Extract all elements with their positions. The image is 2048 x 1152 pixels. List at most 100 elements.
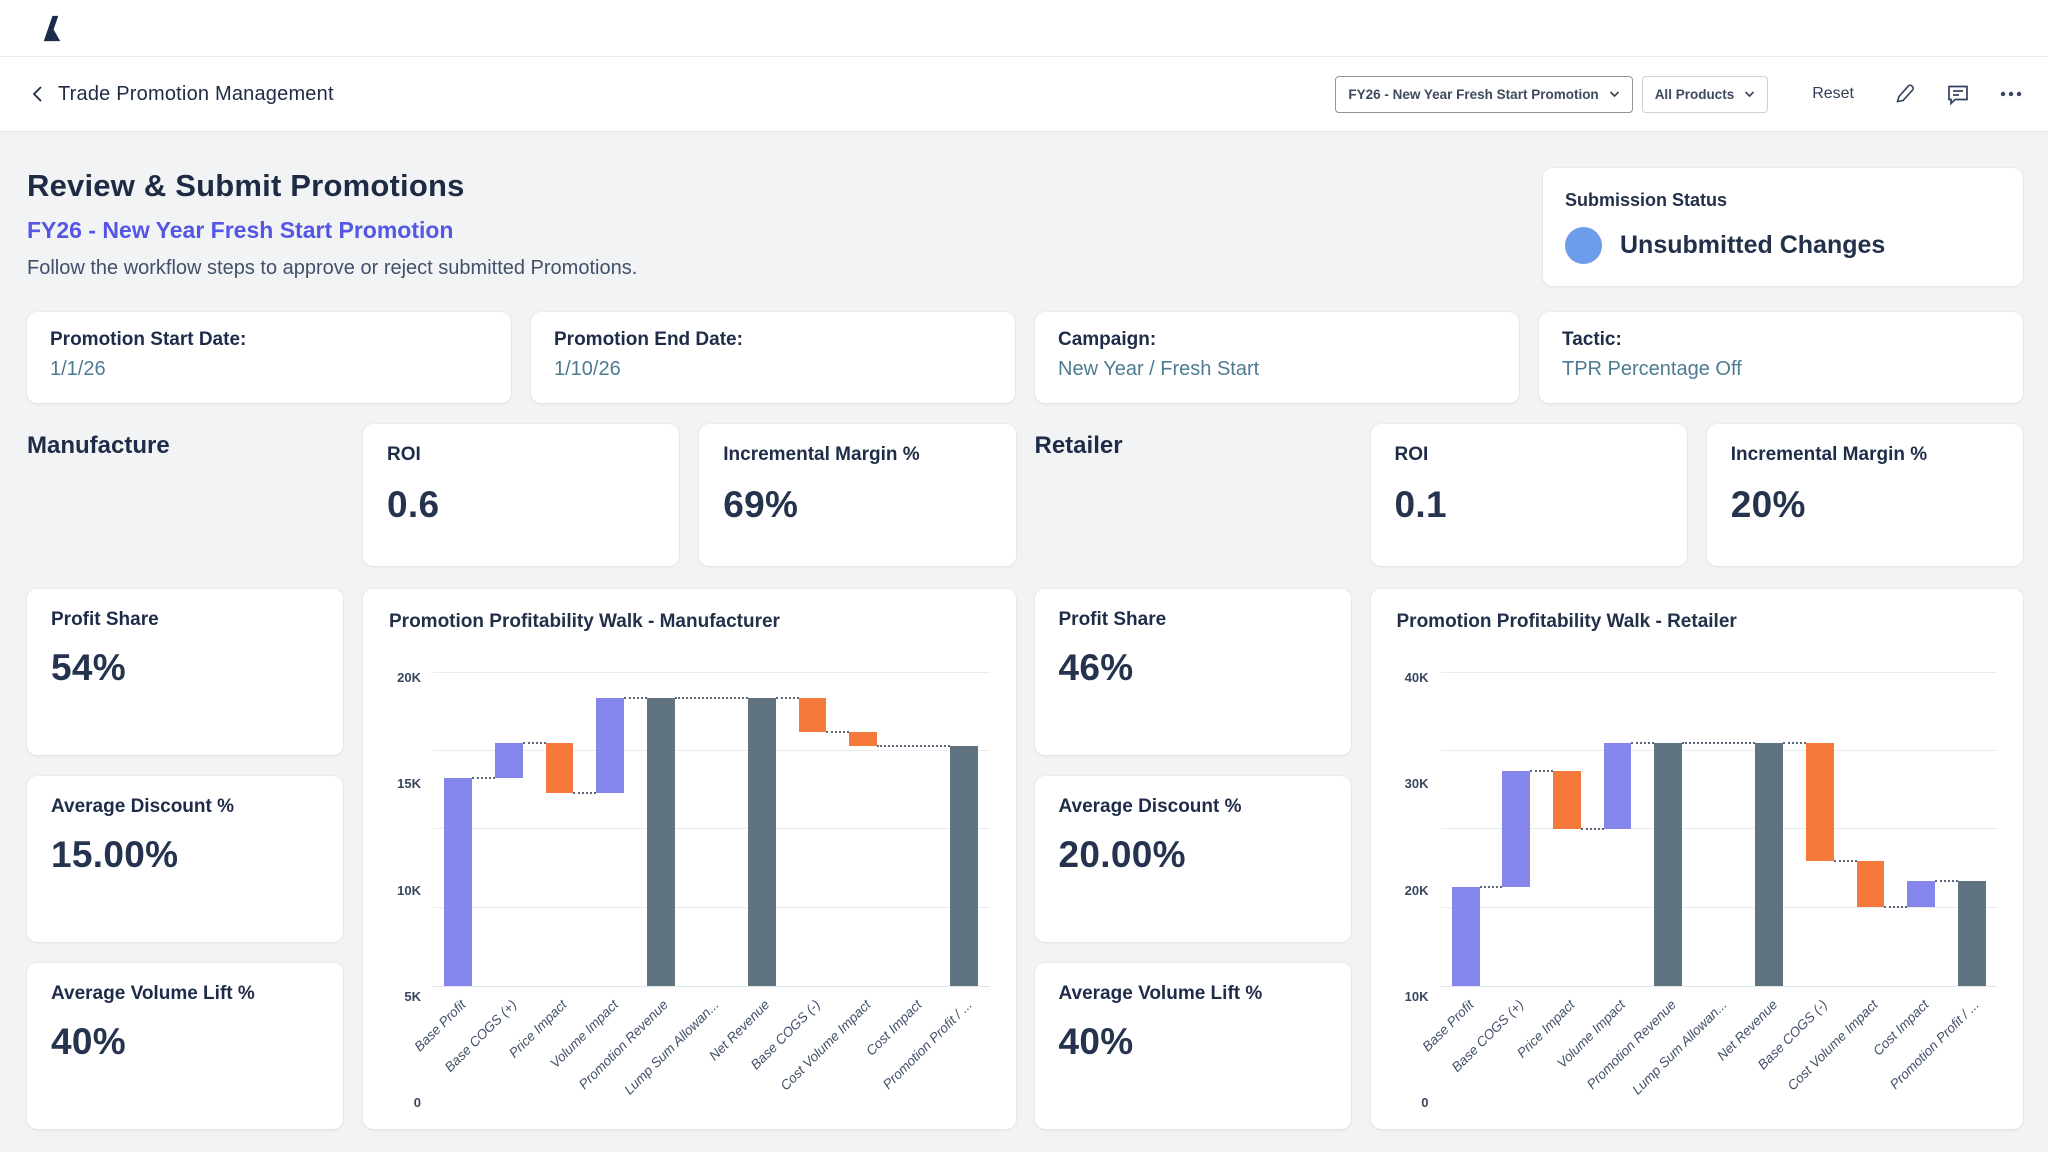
manufacture-section: Manufacture ROI 0.6 Incremental Margin %… — [27, 424, 1016, 1129]
kpi-value: 20% — [1730, 484, 1806, 525]
y-tick-label: 15K — [397, 776, 421, 792]
back-chevron-icon[interactable] — [30, 84, 46, 104]
y-tick-label: 20K — [1404, 882, 1429, 898]
waterfall-connector — [775, 696, 799, 699]
kpi-card-retailer-roi: ROI 0.1 — [1370, 424, 1687, 566]
kpi-value: 69% — [723, 484, 799, 525]
kpi-card-retailer-incremental-margin: Incremental Margin % 20% — [1706, 424, 2023, 566]
info-card-start-date: Promotion Start Date: 1/1/26 — [27, 312, 511, 403]
y-tick-label: 5K — [404, 988, 421, 1004]
waterfall-connector — [876, 745, 951, 748]
waterfall-connector — [1479, 886, 1503, 889]
kpi-card-retailer-avg-discount: Average Discount % 20.00% — [1034, 776, 1351, 942]
edit-pencil-icon[interactable] — [1894, 83, 1916, 105]
waterfall-bar[interactable] — [1654, 743, 1683, 986]
waterfall-bar[interactable] — [1806, 743, 1834, 861]
plot-area — [1440, 657, 1997, 987]
waterfall-bar[interactable] — [1755, 743, 1784, 986]
kpi-label: Average Discount % — [51, 796, 235, 817]
waterfall-bar[interactable] — [494, 743, 523, 778]
info-value: TPR Percentage Off — [1562, 358, 1742, 380]
x-tick-label: Cost Volume Impact — [1784, 997, 1882, 1094]
waterfall-bar[interactable] — [798, 697, 827, 733]
x-tick-label: Promotion Revenue — [576, 997, 672, 1092]
comment-icon[interactable] — [1946, 83, 1970, 106]
waterfall-connector — [1935, 880, 1958, 883]
submission-status-card: Submission Status Unsubmitted Changes — [1543, 168, 2023, 286]
x-tick-label: Promotion Profit / ... — [879, 997, 975, 1092]
y-axis: 0 5K 10K 15K 20K — [385, 657, 433, 1110]
x-tick-label: Lump Sum Allowan... — [1628, 997, 1730, 1098]
plot-area — [433, 657, 990, 987]
kpi-value: 0.6 — [387, 484, 440, 525]
products-select-value: All Products — [1654, 86, 1735, 102]
manufacture-heading: Manufacture — [27, 432, 170, 459]
info-label: Promotion Start Date: — [50, 329, 247, 350]
gridline — [1440, 906, 1997, 908]
waterfall-bar[interactable] — [747, 697, 776, 986]
waterfall-connector — [522, 742, 546, 745]
waterfall-connector — [472, 776, 495, 779]
x-axis-labels: Base Profit Base COGS (+) Price Impact Volu… — [1419, 987, 1998, 1103]
kpi-card-retailer-avg-volume-lift: Average Volume Lift % 40% — [1034, 963, 1351, 1129]
waterfall-bar[interactable] — [596, 697, 624, 794]
info-label: Campaign: — [1058, 329, 1157, 350]
promotion-select-value: FY26 - New Year Fresh Start Promotion — [1348, 86, 1599, 102]
info-card-end-date: Promotion End Date: 1/10/26 — [531, 312, 1015, 403]
chart-card-retailer: Promotion Profitability Walk - Retailer … — [1370, 589, 2023, 1129]
y-tick-label: 40K — [1404, 670, 1429, 686]
kpi-label: ROI — [387, 444, 421, 465]
promotion-info-row: Promotion Start Date: 1/1/26 Promotion E… — [27, 312, 2023, 403]
waterfall-bar[interactable] — [950, 746, 979, 986]
chart-card-manufacturer: Promotion Profitability Walk - Manufactu… — [363, 589, 1016, 1129]
kpi-value: 46% — [1058, 647, 1134, 688]
y-axis: 0 10K 20K 30K 40K — [1393, 657, 1441, 1110]
chevron-down-icon — [1745, 91, 1755, 98]
kpi-label: Incremental Margin % — [1730, 444, 1928, 465]
kpi-card-manufacture-incremental-margin: Incremental Margin % 69% — [699, 424, 1016, 566]
kpi-label: Average Volume Lift % — [1058, 983, 1263, 1004]
waterfall-bar[interactable] — [1603, 743, 1632, 830]
kpi-card-retailer-profit-share: Profit Share 46% — [1034, 589, 1351, 755]
waterfall-bar[interactable] — [1502, 770, 1531, 888]
more-ellipsis-icon[interactable] — [2000, 91, 2022, 97]
kpi-label: Profit Share — [51, 609, 159, 630]
waterfall-bar[interactable] — [849, 732, 877, 747]
kpi-card-manufacture-profit-share: Profit Share 54% — [27, 589, 343, 755]
waterfall-connector — [623, 696, 647, 699]
promotion-select[interactable]: FY26 - New Year Fresh Start Promotion — [1335, 75, 1633, 113]
waterfall-bar[interactable] — [545, 743, 574, 794]
page-content: Review & Submit Promotions FY26 - New Ye… — [0, 132, 2048, 1129]
waterfall-bar[interactable] — [1957, 881, 1986, 986]
waterfall-connector — [1580, 828, 1604, 831]
waterfall-bar[interactable] — [1907, 881, 1935, 907]
waterfall-bar[interactable] — [1553, 770, 1581, 830]
waterfall-connector — [1682, 742, 1756, 745]
x-tick-label: Promotion Profit / ... — [1887, 997, 1983, 1092]
products-select[interactable]: All Products — [1641, 75, 1769, 113]
kpi-card-manufacture-avg-discount: Average Discount % 15.00% — [27, 776, 343, 942]
kpi-card-manufacture-avg-volume-lift: Average Volume Lift % 40% — [27, 963, 343, 1129]
kpi-value: 40% — [51, 1021, 126, 1062]
anaplan-logo-icon[interactable] — [36, 13, 67, 44]
x-tick-label: Cost Volume Impact — [777, 997, 874, 1094]
kpi-value: 40% — [1058, 1021, 1134, 1062]
waterfall-bar[interactable] — [646, 697, 675, 986]
waterfall-bar[interactable] — [1856, 860, 1885, 907]
info-value: New Year / Fresh Start — [1058, 358, 1260, 380]
retailer-heading: Retailer — [1034, 432, 1123, 459]
waterfall-bar[interactable] — [1451, 887, 1480, 986]
submission-status-value: Unsubmitted Changes — [1620, 231, 1886, 259]
page-title: Review & Submit Promotions — [27, 168, 465, 203]
gridline — [433, 671, 990, 673]
kpi-label: Profit Share — [1058, 609, 1167, 630]
retailer-section: Retailer ROI 0.1 Incremental Margin % 20… — [1034, 424, 2023, 1129]
waterfall-bar[interactable] — [444, 777, 473, 986]
info-value: 1/10/26 — [554, 358, 621, 380]
chart-title: Promotion Profitability Walk - Retailer — [1396, 611, 1737, 632]
page-subtitle: FY26 - New Year Fresh Start Promotion — [27, 217, 454, 243]
waterfall-connector — [674, 696, 748, 699]
waterfall-connector — [1833, 859, 1857, 862]
reset-button[interactable]: Reset — [1812, 85, 1854, 102]
kpi-card-manufacture-roi: ROI 0.6 — [363, 424, 680, 566]
